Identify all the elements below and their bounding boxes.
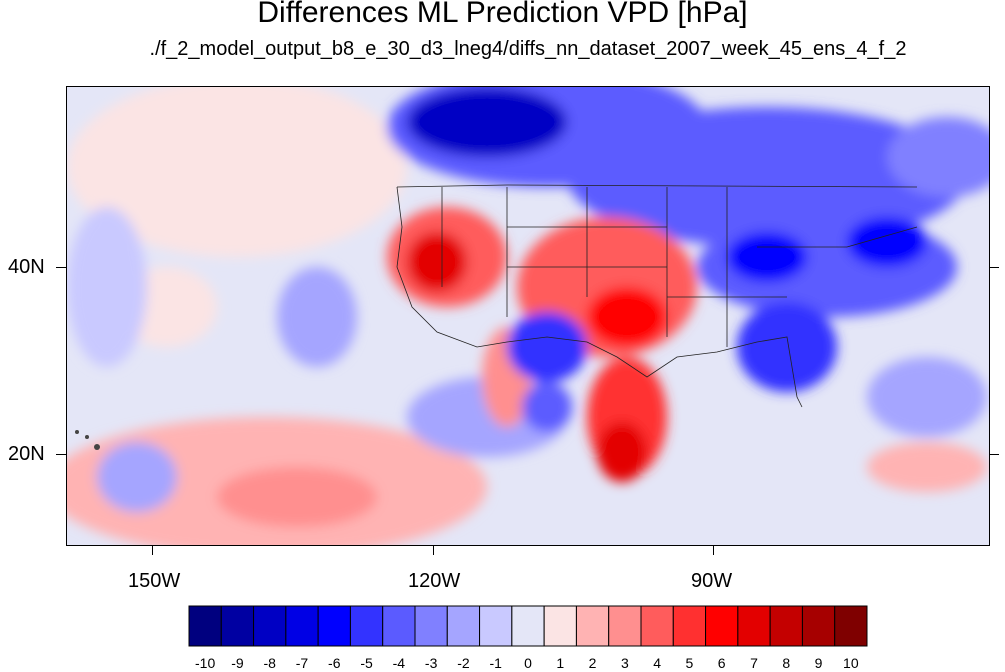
colorbar-swatch — [737, 605, 771, 647]
map-panel — [66, 86, 990, 546]
colorbar-swatch — [382, 605, 416, 647]
colorbar-swatch — [220, 605, 255, 647]
colorbar-label: 7 — [750, 655, 758, 671]
lat-label-40n: 40N — [8, 256, 45, 278]
colorbar-label: 9 — [814, 655, 823, 671]
colorbar-label: -3 — [424, 655, 438, 671]
map-subtitle: ./f_2_model_output_b8_e_30_d3_lneg4/diff… — [149, 38, 907, 60]
colorbar-swatch — [414, 605, 448, 647]
colorbar-label: 0 — [524, 655, 532, 671]
colorbar-swatch — [349, 605, 384, 647]
colorbar-label: -7 — [295, 655, 309, 671]
colorbar-label: 3 — [620, 655, 629, 671]
colorbar-label: -4 — [392, 655, 406, 671]
boundary-lines — [396, 184, 918, 408]
colorbar-label: 8 — [782, 655, 791, 671]
lat-label-20n: 20N — [8, 443, 45, 465]
colorbar — [188, 605, 868, 647]
map-title: Differences ML Prediction VPD [hPa] — [257, 0, 748, 29]
hawaii-islands — [75, 430, 100, 450]
colorbar-swatch — [769, 605, 803, 647]
lon-tick — [152, 545, 153, 555]
colorbar-label: 10 — [843, 655, 859, 671]
lat-tick — [989, 454, 999, 455]
vpd-difference-field — [67, 87, 989, 545]
colorbar-label: 6 — [717, 655, 726, 671]
lat-tick — [56, 454, 66, 455]
colorbar-swatch — [188, 605, 222, 647]
lon-tick — [713, 545, 714, 555]
colorbar-label: -9 — [231, 655, 244, 671]
colorbar-swatch — [253, 605, 287, 647]
lon-label-90w: 90W — [691, 570, 733, 592]
colorbar-swatch — [479, 605, 513, 647]
colorbar-label: 1 — [556, 655, 565, 671]
colorbar-swatch — [446, 605, 481, 647]
colorbar-label: -6 — [328, 655, 341, 671]
colorbar-swatch — [575, 605, 610, 647]
colorbar-label: -10 — [195, 655, 216, 671]
colorbar-label: 5 — [685, 655, 694, 671]
lat-tick — [989, 267, 999, 268]
colorbar-swatch — [285, 605, 319, 647]
lat-tick — [56, 267, 66, 268]
colorbar-swatch — [834, 605, 868, 647]
colorbar-swatch — [543, 605, 577, 647]
colorbar-swatch — [672, 605, 707, 647]
lon-label-120w: 120W — [408, 570, 461, 592]
colorbar-label: -8 — [263, 655, 276, 671]
colorbar-label: -1 — [489, 655, 502, 671]
colorbar-label: 4 — [653, 655, 662, 671]
colorbar-swatch — [801, 605, 836, 647]
colorbar-label: 2 — [588, 655, 597, 671]
colorbar-swatch — [705, 605, 739, 647]
colorbar-label: -2 — [457, 655, 470, 671]
lon-tick — [433, 545, 434, 555]
colorbar-swatch — [608, 605, 642, 647]
colorbar-swatch — [640, 605, 674, 647]
colorbar-swatch — [317, 605, 351, 647]
colorbar-label: -5 — [360, 655, 373, 671]
colorbar-swatch — [511, 605, 545, 647]
lon-label-150w: 150W — [128, 570, 181, 592]
